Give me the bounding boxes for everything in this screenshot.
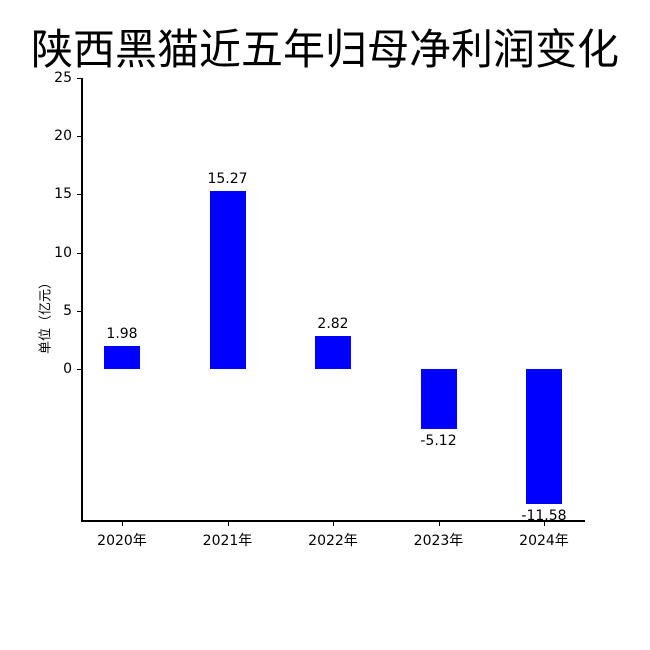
x-tick (122, 521, 123, 526)
y-tick-label: 25 (54, 70, 72, 86)
x-tick-label: 2023年 (413, 533, 464, 549)
bar-2021年 (209, 191, 246, 369)
x-tick-label: 2022年 (308, 533, 358, 549)
bar-value-label: 1.98 (106, 325, 138, 342)
chart-title: 陕西黑猫近五年归母净利润变化 (30, 25, 619, 74)
y-tick-label: 10 (54, 244, 72, 261)
y-axis (81, 78, 83, 521)
bar-2023年 (420, 369, 457, 429)
bar-2020年 (104, 345, 140, 369)
y-tick-label: 0 (63, 361, 72, 377)
bar-value-label: 15.27 (207, 171, 248, 188)
bar-value-label: 2.82 (317, 316, 349, 333)
y-tick (77, 310, 81, 312)
x-tick-label: 2021年 (202, 533, 253, 549)
bar-2024年 (526, 369, 562, 504)
x-tick (544, 521, 545, 526)
x-tick-label: 2024年 (519, 533, 569, 549)
y-tick (77, 136, 81, 138)
y-tick-label: 20 (54, 128, 72, 145)
x-tick (227, 521, 229, 526)
y-tick (77, 369, 81, 370)
bar-value-label: -11.58 (521, 507, 567, 524)
y-tick-label: 15 (54, 186, 72, 203)
y-tick (77, 252, 81, 254)
y-tick (77, 78, 81, 79)
bar-value-label: -5.12 (420, 432, 457, 449)
y-tick (77, 194, 81, 196)
bar-2022年 (315, 336, 351, 369)
x-tick-label: 2020年 (97, 533, 147, 549)
x-tick (438, 521, 440, 526)
x-tick (333, 521, 334, 526)
x-axis (81, 520, 585, 522)
y-tick-label: 5 (63, 302, 72, 319)
